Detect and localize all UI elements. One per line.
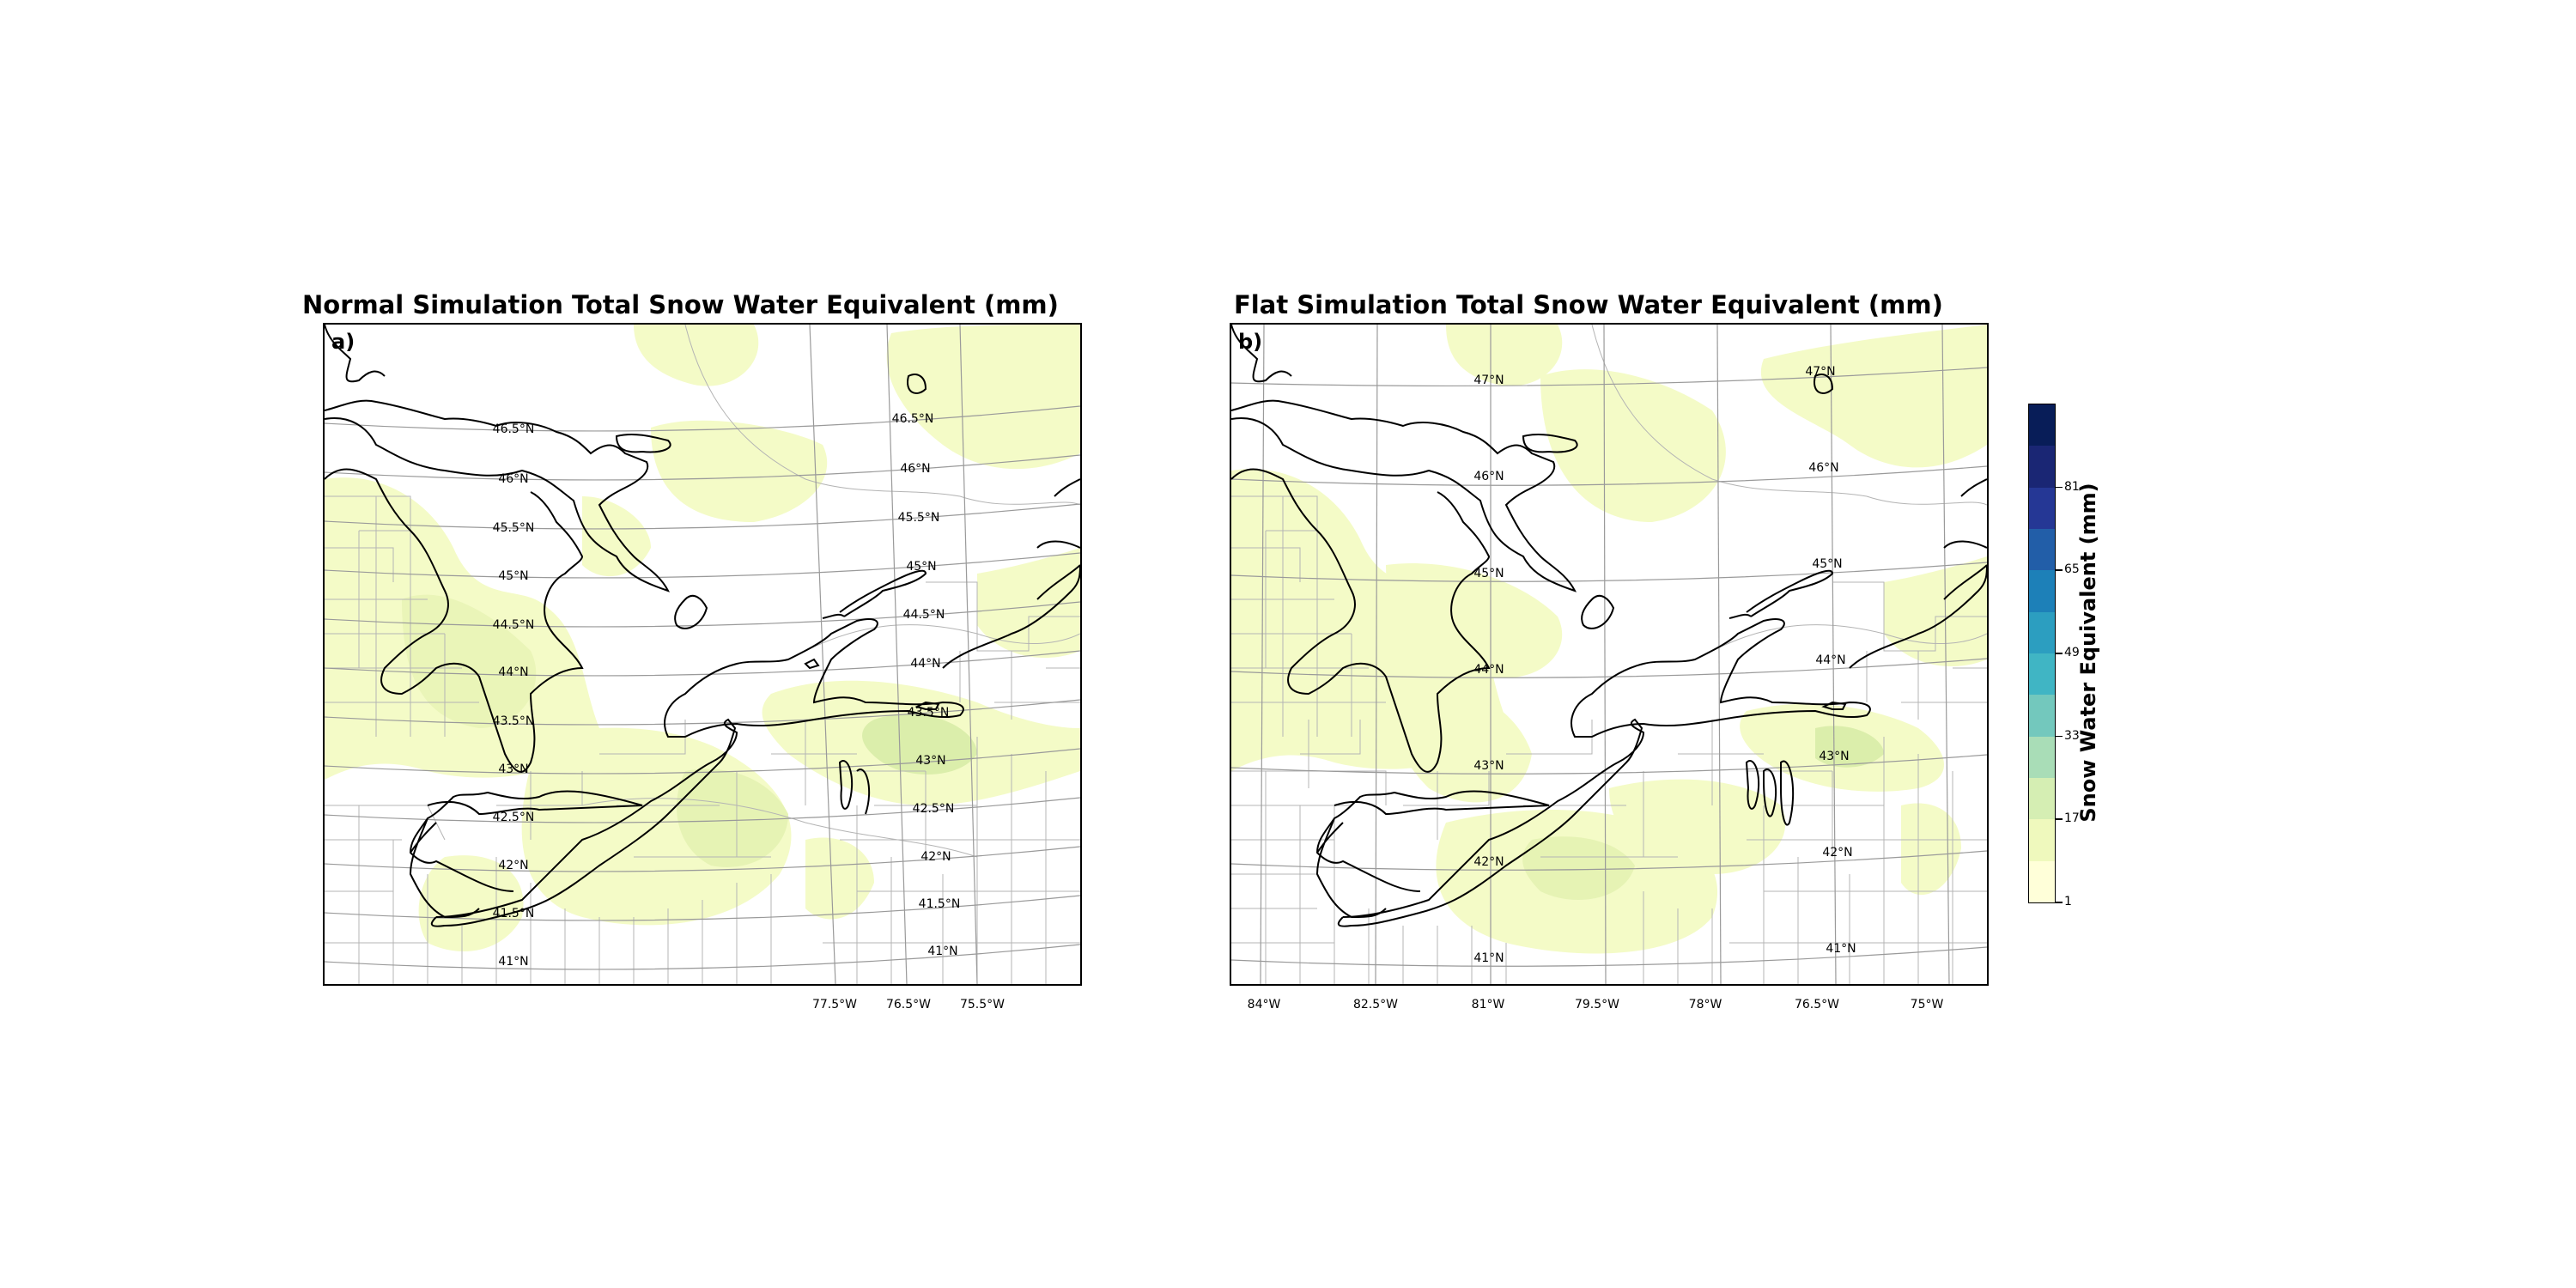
colorbar-tick-2 bbox=[2056, 735, 2063, 738]
lon-label-b-4: 78°W bbox=[1688, 998, 1722, 1012]
colorbar-tick-label-3: 49 bbox=[2064, 646, 2080, 659]
colorbar-segment-5 bbox=[2029, 653, 2055, 696]
lat-label-b-2: 45°N bbox=[1473, 567, 1504, 580]
lat-label-b-east-5: 42°N bbox=[1822, 846, 1853, 860]
colorbar-segment-8 bbox=[2029, 529, 2055, 571]
lat-label-b-east-4: 43°N bbox=[1819, 750, 1850, 763]
lon-label-b-5: 76.5°W bbox=[1794, 998, 1840, 1012]
lat-label-a-east-9: 42°N bbox=[920, 850, 951, 864]
lat-label-b-1: 46°N bbox=[1473, 470, 1504, 483]
panel-a-label: a) bbox=[331, 330, 355, 354]
lat-label-a-9: 42°N bbox=[498, 859, 529, 872]
lon-label-b-0: 84°W bbox=[1247, 998, 1281, 1012]
colorbar-tick-1 bbox=[2056, 818, 2063, 820]
colorbar-segment-2 bbox=[2029, 778, 2055, 820]
lat-label-a-8: 42.5°N bbox=[492, 811, 535, 824]
lat-label-b-5: 42°N bbox=[1473, 855, 1504, 869]
lat-label-b-east-1: 46°N bbox=[1808, 461, 1839, 475]
lat-label-a-east-4: 44.5°N bbox=[902, 608, 945, 622]
map-b-svg bbox=[1231, 325, 1987, 984]
panel-b-label: b) bbox=[1238, 330, 1263, 354]
colorbar-tick-0 bbox=[2056, 902, 2063, 903]
graticule-a bbox=[325, 325, 1080, 984]
lat-label-b-4: 43°N bbox=[1473, 759, 1504, 773]
lon-label-b-6: 75°W bbox=[1910, 998, 1944, 1012]
lat-label-b-east-3: 44°N bbox=[1815, 653, 1846, 667]
colorbar-tick-label-1: 17 bbox=[2064, 811, 2080, 826]
map-panel-a[interactable]: a) bbox=[323, 323, 1082, 986]
lat-label-a-4: 44.5°N bbox=[492, 618, 535, 632]
lat-label-a-east-0: 46.5°N bbox=[891, 412, 934, 426]
lat-label-b-east-0: 47°N bbox=[1805, 365, 1836, 379]
lat-label-a-11: 41°N bbox=[498, 955, 529, 969]
lat-label-a-east-11: 41°N bbox=[927, 945, 958, 958]
lat-label-a-1: 46°N bbox=[498, 472, 529, 486]
lat-label-a-east-10: 41.5°N bbox=[918, 897, 961, 911]
lat-label-a-6: 43.5°N bbox=[492, 714, 535, 728]
lon-label-a-2: 75.5°W bbox=[959, 998, 1005, 1012]
lon-label-b-1: 82.5°W bbox=[1352, 998, 1399, 1012]
colorbar-tick-label-0: 1 bbox=[2064, 895, 2072, 908]
lat-label-a-east-3: 45°N bbox=[906, 560, 937, 574]
lat-label-b-east-6: 41°N bbox=[1826, 942, 1856, 956]
colorbar-segment-6 bbox=[2029, 611, 2055, 654]
colorbar-tick-label-2: 33 bbox=[2064, 728, 2080, 743]
lat-label-a-east-2: 45.5°N bbox=[897, 511, 940, 525]
colorbar-segment-7 bbox=[2029, 570, 2055, 612]
colorbar-label: Snow Water Equivalent (mm) bbox=[2076, 483, 2100, 823]
lat-label-a-east-7: 43°N bbox=[915, 754, 946, 768]
lat-label-a-10: 41.5°N bbox=[492, 907, 535, 920]
lat-label-b-3: 44°N bbox=[1473, 663, 1504, 677]
lat-label-a-east-5: 44°N bbox=[910, 657, 941, 671]
lat-label-b-0: 47°N bbox=[1473, 374, 1504, 387]
colorbar-segment-4 bbox=[2029, 695, 2055, 737]
colorbar-tick-3 bbox=[2056, 653, 2063, 654]
colorbar-tick-4 bbox=[2056, 569, 2063, 571]
colorbar-segment-3 bbox=[2029, 736, 2055, 779]
lat-label-b-6: 41°N bbox=[1473, 951, 1504, 965]
coastlines-b bbox=[1231, 325, 1987, 927]
county-boundaries-b bbox=[1231, 325, 1987, 984]
lat-label-a-5: 44°N bbox=[498, 665, 529, 679]
lat-label-a-0: 46.5°N bbox=[492, 422, 535, 436]
lat-label-a-2: 45.5°N bbox=[492, 521, 535, 535]
lat-label-a-7: 43°N bbox=[498, 762, 529, 776]
lat-label-b-east-2: 45°N bbox=[1812, 557, 1843, 571]
lon-label-a-0: 77.5°W bbox=[811, 998, 858, 1012]
colorbar-segment-1 bbox=[2029, 819, 2055, 861]
coastlines-a bbox=[325, 325, 1080, 927]
lat-label-a-east-1: 46°N bbox=[900, 462, 931, 476]
lon-label-b-3: 79.5°W bbox=[1574, 998, 1620, 1012]
colorbar-segment-11 bbox=[2029, 404, 2055, 447]
lon-label-a-1: 76.5°W bbox=[885, 998, 932, 1012]
lat-label-a-east-8: 42.5°N bbox=[912, 802, 955, 816]
colorbar bbox=[2028, 404, 2056, 903]
colorbar-segment-0 bbox=[2029, 860, 2055, 902]
graticule-b bbox=[1231, 325, 1987, 984]
lon-label-b-2: 81°W bbox=[1471, 998, 1505, 1012]
colorbar-tick-label-4: 65 bbox=[2064, 562, 2080, 577]
lat-label-a-3: 45°N bbox=[498, 569, 529, 583]
colorbar-tick-label-5: 81 bbox=[2064, 479, 2080, 494]
colorbar-segment-10 bbox=[2029, 446, 2055, 488]
map-a-svg bbox=[325, 325, 1080, 984]
colorbar-segment-9 bbox=[2029, 487, 2055, 530]
lat-label-a-east-6: 43.5°N bbox=[907, 706, 950, 720]
panel-b-title: Flat Simulation Total Snow Water Equival… bbox=[1234, 290, 1943, 319]
map-panel-b[interactable]: b) bbox=[1230, 323, 1989, 986]
panel-a-title: Normal Simulation Total Snow Water Equiv… bbox=[302, 290, 1059, 319]
colorbar-tick-5 bbox=[2056, 486, 2063, 489]
